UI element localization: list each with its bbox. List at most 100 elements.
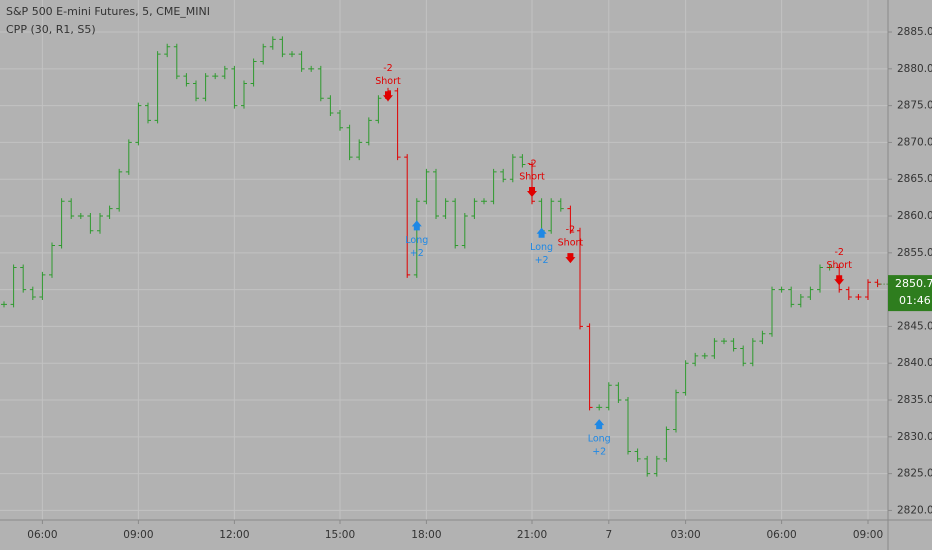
price-bar xyxy=(721,338,727,345)
price-bar xyxy=(356,139,363,161)
price-bar xyxy=(413,198,420,278)
signal-arrow xyxy=(411,220,422,231)
price-bar xyxy=(20,264,27,293)
price-bar xyxy=(327,95,334,116)
signal-arrow xyxy=(594,419,605,430)
x-tick-label: 18:00 xyxy=(411,529,441,541)
price-bar xyxy=(10,264,17,308)
signal-label: Short xyxy=(558,238,584,249)
price-bar xyxy=(740,345,747,367)
y-tick-label: 2885.00 xyxy=(897,26,932,38)
signal-qty: -2 xyxy=(834,247,843,258)
signal-label: Short xyxy=(375,76,401,87)
price-bar xyxy=(730,338,737,352)
y-tick-label: 2880.00 xyxy=(897,63,932,75)
price-bar xyxy=(519,154,526,168)
price-bar xyxy=(769,286,775,337)
price-bar xyxy=(145,102,151,124)
price-bar xyxy=(490,168,497,205)
price-bar xyxy=(692,352,699,367)
y-tick-label: 2860.00 xyxy=(897,210,932,222)
price-bar xyxy=(548,198,555,234)
price-bar xyxy=(68,198,75,220)
signal-qty: +2 xyxy=(592,447,606,458)
signal-qty: +2 xyxy=(535,255,549,266)
price-bar xyxy=(625,397,631,455)
signal-arrow xyxy=(536,227,547,238)
price-bar xyxy=(260,43,267,65)
price-bar xyxy=(471,198,478,220)
price-bar xyxy=(701,352,708,359)
price-bar xyxy=(682,360,689,396)
indicator-label: CPP (30, R1, S5) xyxy=(6,23,96,36)
price-bar xyxy=(58,198,65,249)
price-bar xyxy=(346,124,353,161)
price-bar xyxy=(865,279,871,300)
price-bar xyxy=(317,65,324,102)
signal-label: Short xyxy=(519,171,545,182)
y-tick-label: 2835.00 xyxy=(897,394,932,406)
price-bar xyxy=(586,323,593,411)
price-bar xyxy=(817,264,823,293)
price-bar xyxy=(855,293,862,300)
x-tick-label: 12:00 xyxy=(219,529,249,541)
price-bar xyxy=(749,338,756,367)
price-bar xyxy=(759,330,766,345)
price-bar xyxy=(788,286,795,308)
price-bar xyxy=(375,95,382,124)
y-tick-label: 2830.00 xyxy=(897,431,932,443)
signal-arrow xyxy=(834,275,845,286)
price-bar xyxy=(1,301,7,308)
y-tick-label: 2865.00 xyxy=(897,173,932,185)
signal-label: Long xyxy=(405,235,428,246)
price-bar xyxy=(481,198,487,205)
y-tick-label: 2870.00 xyxy=(897,136,932,148)
x-tick-label: 06:00 xyxy=(766,529,796,541)
signal-arrow xyxy=(527,186,537,197)
plot xyxy=(1,36,881,477)
x-tick-label: 03:00 xyxy=(670,529,700,541)
price-bar xyxy=(365,117,372,146)
signal-label: Short xyxy=(826,260,852,271)
signal-qty: -2 xyxy=(566,225,575,236)
price-bar xyxy=(653,455,660,477)
price-bar xyxy=(173,43,180,80)
price-bar xyxy=(529,161,535,205)
price-bar xyxy=(394,87,401,161)
countdown-label: 01:46 xyxy=(899,294,931,307)
price-bar xyxy=(605,382,612,411)
price-bar xyxy=(663,426,670,462)
price-bar xyxy=(87,213,94,234)
price-bar xyxy=(202,73,209,102)
price-bar xyxy=(164,43,171,58)
signal-label: Long xyxy=(530,242,553,253)
price-bar xyxy=(807,286,814,300)
price-bar xyxy=(500,168,507,183)
y-tick-label: 2875.00 xyxy=(897,100,932,112)
price-bar xyxy=(442,198,449,220)
y-tick-label: 2825.00 xyxy=(897,468,932,480)
signal-label: Long xyxy=(588,434,611,445)
price-bar xyxy=(221,65,228,80)
price-bar xyxy=(567,205,574,234)
price-bar xyxy=(49,242,55,278)
last-price-box xyxy=(888,275,932,312)
price-bar xyxy=(845,286,852,300)
price-bar xyxy=(212,73,219,80)
price-bar xyxy=(135,102,142,146)
price-bar xyxy=(308,65,315,72)
price-bar xyxy=(116,168,123,212)
price-bar xyxy=(183,73,190,87)
price-bar xyxy=(596,404,603,411)
y-tick-label: 2845.00 xyxy=(897,320,932,332)
price-bar xyxy=(289,51,295,58)
price-bar xyxy=(509,154,516,183)
signal-arrow xyxy=(383,91,393,102)
price-bar xyxy=(97,213,103,234)
price-bar xyxy=(615,382,622,404)
price-bar xyxy=(77,213,84,220)
x-tick-label: 06:00 xyxy=(27,529,57,541)
y-tick-label: 2855.00 xyxy=(897,247,932,259)
price-bar xyxy=(298,51,305,72)
